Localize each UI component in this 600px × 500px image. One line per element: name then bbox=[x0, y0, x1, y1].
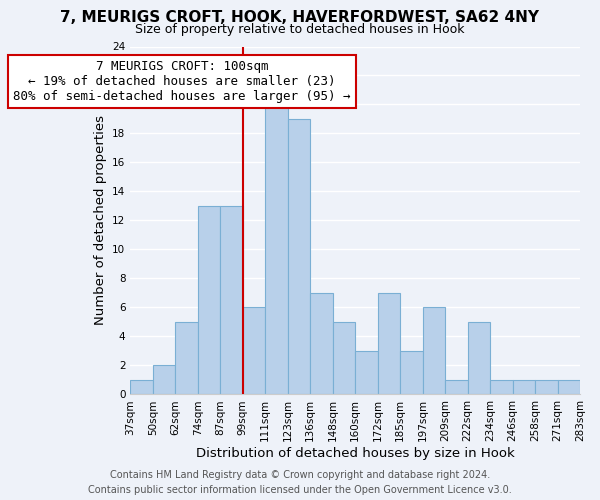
Bar bbox=[512, 380, 535, 394]
X-axis label: Distribution of detached houses by size in Hook: Distribution of detached houses by size … bbox=[196, 447, 515, 460]
Bar bbox=[535, 380, 557, 394]
Bar bbox=[220, 206, 243, 394]
Bar bbox=[153, 366, 175, 394]
Bar bbox=[490, 380, 512, 394]
Bar bbox=[287, 119, 310, 394]
Text: Size of property relative to detached houses in Hook: Size of property relative to detached ho… bbox=[135, 22, 465, 36]
Bar bbox=[355, 351, 377, 395]
Y-axis label: Number of detached properties: Number of detached properties bbox=[94, 116, 107, 326]
Bar bbox=[265, 104, 287, 395]
Bar bbox=[243, 308, 265, 394]
Bar bbox=[400, 351, 422, 395]
Text: 7 MEURIGS CROFT: 100sqm
← 19% of detached houses are smaller (23)
80% of semi-de: 7 MEURIGS CROFT: 100sqm ← 19% of detache… bbox=[13, 60, 351, 104]
Text: 7, MEURIGS CROFT, HOOK, HAVERFORDWEST, SA62 4NY: 7, MEURIGS CROFT, HOOK, HAVERFORDWEST, S… bbox=[61, 10, 539, 25]
Bar bbox=[557, 380, 580, 394]
Bar bbox=[445, 380, 467, 394]
Bar bbox=[130, 380, 153, 394]
Text: Contains HM Land Registry data © Crown copyright and database right 2024.
Contai: Contains HM Land Registry data © Crown c… bbox=[88, 470, 512, 495]
Bar bbox=[467, 322, 490, 394]
Bar bbox=[310, 293, 332, 394]
Bar bbox=[332, 322, 355, 394]
Bar bbox=[377, 293, 400, 394]
Bar bbox=[422, 308, 445, 394]
Bar bbox=[198, 206, 220, 394]
Bar bbox=[175, 322, 198, 394]
